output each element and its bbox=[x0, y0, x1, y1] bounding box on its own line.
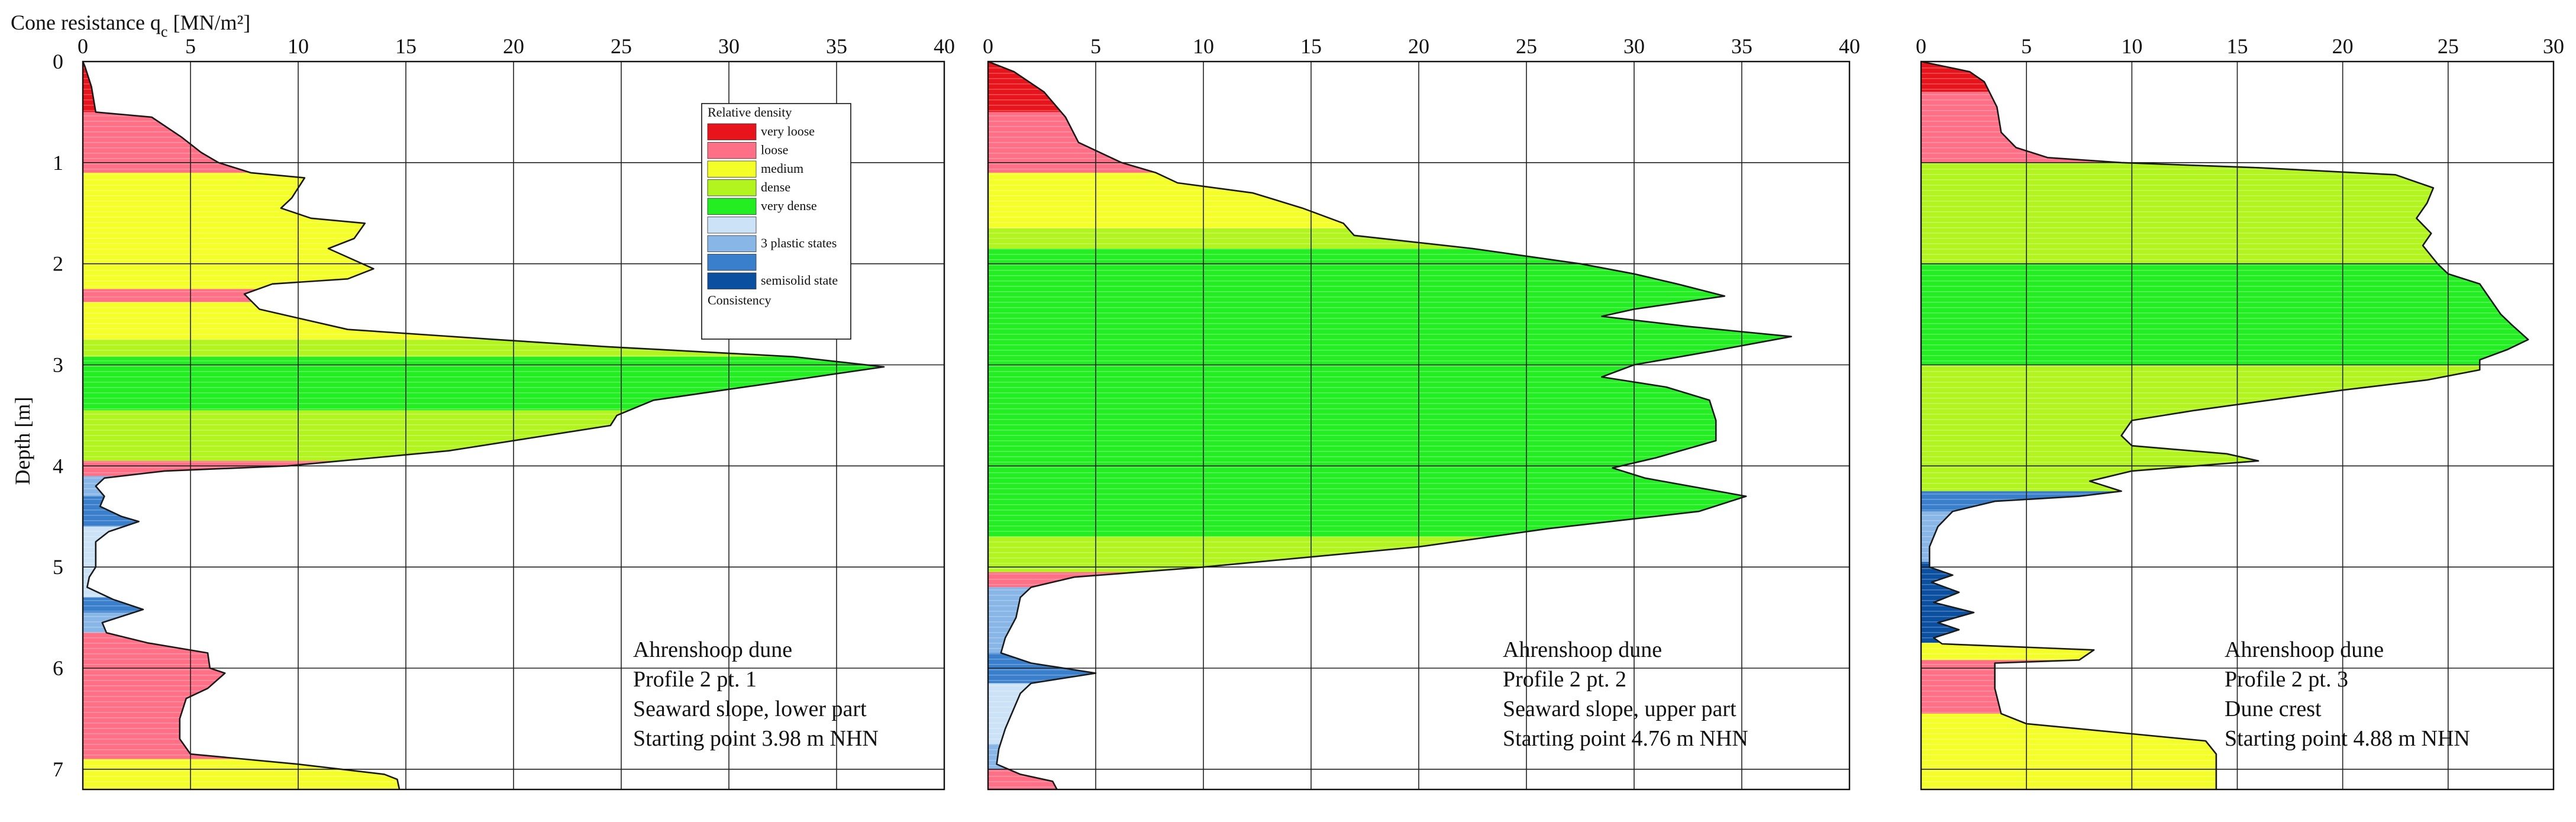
x-tick-label: 25 bbox=[1516, 34, 1537, 58]
x-tick-label: 20 bbox=[1408, 34, 1429, 58]
legend-swatch-semisolid bbox=[707, 272, 757, 289]
grid bbox=[83, 62, 944, 789]
annotation-line: Profile 2 pt. 3 bbox=[2225, 667, 2348, 692]
annotation-line: Starting point 4.88 m NHN bbox=[2225, 726, 2470, 751]
y-tick-label: 1 bbox=[53, 151, 63, 175]
panel-2: 0 5 10 15 20 25 30 35 40 Ahrenshoop dune Profile 2… bbox=[983, 34, 1860, 791]
x-tick-label: 5 bbox=[2021, 34, 2032, 58]
legend-label: very loose bbox=[761, 124, 815, 138]
x-tick-label: 10 bbox=[1193, 34, 1214, 58]
profile-curve bbox=[987, 60, 1792, 790]
grid bbox=[1921, 62, 2554, 789]
x-tick-label: 35 bbox=[826, 34, 847, 58]
annotation-line: Profile 2 pt. 2 bbox=[1503, 667, 1626, 692]
annotation-line: Profile 2 pt. 1 bbox=[633, 667, 757, 692]
x-tick-label: 30 bbox=[1623, 34, 1645, 58]
y-tick-label: 4 bbox=[53, 454, 63, 478]
profile-annotation: Ahrenshoop dune Profile 2 pt. 3 Dune crest… bbox=[2225, 637, 2470, 751]
x-tick-label: 15 bbox=[395, 34, 417, 58]
legend-footer: Consistency bbox=[708, 293, 771, 308]
legend-label: loose bbox=[761, 143, 788, 157]
profile-annotation: Ahrenshoop dune Profile 2 pt. 2 Seaward sl… bbox=[1503, 637, 1748, 751]
layer-very-dense bbox=[988, 249, 1791, 537]
x-tick-label: 40 bbox=[1839, 34, 1860, 58]
legend-swatch-loose bbox=[707, 142, 757, 159]
annotation-line: Ahrenshoop dune bbox=[2225, 637, 2384, 662]
legend-label: 3 plastic states bbox=[761, 236, 837, 250]
x-tick-label: 30 bbox=[718, 34, 740, 58]
y-tick-label: 6 bbox=[53, 656, 63, 680]
profile-annotation: Ahrenshoop dune Profile 2 pt. 1 Seaward sl… bbox=[633, 637, 879, 751]
x-tick-label: 10 bbox=[288, 34, 309, 58]
x-tick-label: 0 bbox=[78, 34, 88, 58]
annotation-line: Seaward slope, upper part bbox=[1503, 697, 1736, 721]
x-tick-label: 25 bbox=[2438, 34, 2459, 58]
x-tick-label: 0 bbox=[983, 34, 993, 58]
x-tick-label: 40 bbox=[934, 34, 955, 58]
profile-curve bbox=[82, 61, 885, 790]
legend-label: dense bbox=[761, 180, 790, 195]
x-axis-title: Cone resistance qc [MN/m²] bbox=[11, 11, 250, 40]
layer-very-dense bbox=[1921, 263, 2529, 365]
plot-frame bbox=[987, 60, 1851, 791]
annotation-line: Starting point 4.76 m NHN bbox=[1503, 726, 1748, 751]
x-tick-label: 5 bbox=[1090, 34, 1101, 58]
x-tick-label: 25 bbox=[611, 34, 632, 58]
x-tick-label: 15 bbox=[1300, 34, 1322, 58]
y-axis-title: Depth [m] bbox=[11, 397, 34, 485]
legend-title: Relative density bbox=[708, 105, 792, 120]
legend-swatch-plastic-2 bbox=[707, 235, 757, 252]
legend-swatch-dense bbox=[707, 179, 757, 196]
annotation-line: Seaward slope, lower part bbox=[633, 697, 867, 721]
y-tick-label: 2 bbox=[53, 252, 63, 276]
legend-swatch-very-dense bbox=[707, 198, 757, 215]
y-tick-label: 5 bbox=[53, 555, 63, 579]
plot-frame bbox=[82, 60, 945, 791]
grid bbox=[988, 62, 1849, 789]
y-tick-label: 0 bbox=[53, 50, 63, 73]
legend-swatch-medium bbox=[707, 160, 757, 178]
y-tick-label: 3 bbox=[53, 353, 63, 377]
panel-1: 0 5 10 15 20 25 30 35 40 0 1 2 3 4 5 6 7 Ahrenshoop dune P… bbox=[53, 34, 955, 791]
annotation-line: Ahrenshoop dune bbox=[1503, 637, 1662, 662]
x-tick-label: 15 bbox=[2227, 34, 2248, 58]
x-tick-label: 5 bbox=[185, 34, 196, 58]
x-tick-label: 20 bbox=[503, 34, 524, 58]
legend: Relative density very loose loose medium den… bbox=[701, 103, 851, 340]
y-tick-label: 7 bbox=[53, 757, 63, 781]
annotation-line: Ahrenshoop dune bbox=[633, 637, 792, 662]
legend-label: very dense bbox=[761, 198, 817, 213]
x-tick-label: 10 bbox=[2121, 34, 2142, 58]
profile-panels: 0 5 10 15 20 25 30 35 40 0 1 2 3 4 5 6 7 Ahrenshoop dune P… bbox=[53, 34, 2564, 791]
plot-frame bbox=[1920, 60, 2555, 791]
x-tick-label: 35 bbox=[1731, 34, 1752, 58]
panel-3: 0 5 10 15 20 25 30 Ahrenshoop dune Profile 2 pt.… bbox=[1916, 34, 2564, 791]
legend-swatch-plastic-3 bbox=[707, 254, 757, 271]
legend-swatch-plastic-1 bbox=[707, 217, 757, 234]
legend-swatch-very-loose bbox=[707, 123, 757, 140]
profile-curve bbox=[1920, 60, 2529, 789]
annotation-line: Starting point 3.98 m NHN bbox=[633, 726, 879, 751]
x-tick-label: 20 bbox=[2332, 34, 2354, 58]
legend-label: semisolid state bbox=[761, 273, 838, 288]
x-tick-label: 0 bbox=[1916, 34, 1926, 58]
x-tick-label: 30 bbox=[2543, 34, 2564, 58]
legend-label: medium bbox=[761, 161, 803, 176]
annotation-line: Dune crest bbox=[2225, 697, 2322, 721]
